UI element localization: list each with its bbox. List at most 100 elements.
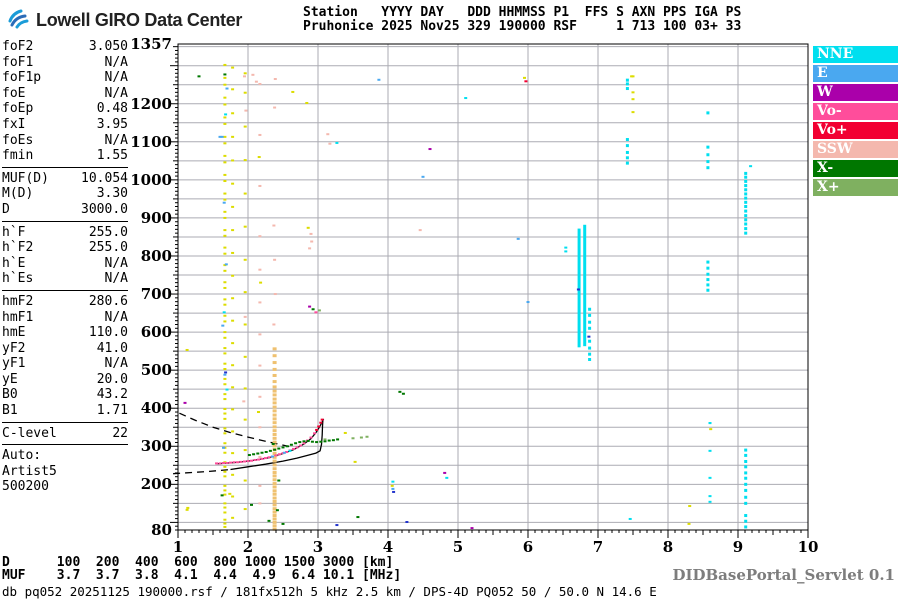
measurement-info-line: db pq052 20251125 190000.rsf / 181fx512h… xyxy=(2,584,657,599)
param-value: 3.95 xyxy=(96,116,128,132)
header-columns-line: Station YYYY DAY DDD HHMMSS P1 FFS S AXN… xyxy=(303,5,742,20)
giro-logo: Lowell GIRO Data Center xyxy=(8,6,242,34)
param-row: h`F 255.0 xyxy=(2,225,128,241)
param-label: fxI xyxy=(2,116,26,132)
param-label: 500200 xyxy=(2,479,49,495)
y-tick-label: 300 xyxy=(140,437,172,456)
param-label: B0 xyxy=(2,387,18,403)
y-tick-label: 1100 xyxy=(130,132,172,151)
param-value: 0.48 xyxy=(96,101,128,117)
param-label: yE xyxy=(2,371,18,387)
param-value: 110.0 xyxy=(88,325,128,341)
param-label: MUF(D) xyxy=(2,170,49,186)
param-value: 20.0 xyxy=(96,371,128,387)
param-row: foF1p N/A xyxy=(2,70,128,86)
x-tick-label: 7 xyxy=(592,538,604,556)
param-row: foF1 N/A xyxy=(2,55,128,71)
muf-table-distance-row: D 100 200 400 600 800 1000 1500 3000 [km… xyxy=(2,555,394,570)
servlet-version-label: DIDBasePortal_Servlet 0.1 xyxy=(672,566,895,584)
legend-item-nne: NNE xyxy=(813,46,898,63)
param-value: 43.2 xyxy=(96,387,128,403)
param-row: MUF(D) 10.054 xyxy=(2,171,128,187)
muf-table-muf-row: MUF 3.7 3.7 3.8 4.1 4.4 4.9 6.4 10.1 [MH… xyxy=(2,568,402,583)
param-label: h`Es xyxy=(2,271,34,287)
param-row: yE 20.0 xyxy=(2,372,128,388)
param-value: N/A xyxy=(104,70,128,86)
param-divider xyxy=(2,444,128,446)
legend-item-vo: Vo+ xyxy=(813,122,898,139)
echo-direction-legend: NNE E W Vo- Vo+ SSW X- X+ xyxy=(813,46,898,198)
param-row: h`Es N/A xyxy=(2,271,128,287)
giro-wave-icon xyxy=(8,6,32,34)
param-row: foEs N/A xyxy=(2,133,128,149)
header-values-line: Pruhonice 2025 Nov25 329 190000 RSF 1 71… xyxy=(303,19,742,34)
param-row: foF2 3.050 xyxy=(2,39,128,55)
param-row: h`F2 255.0 xyxy=(2,240,128,256)
param-row: B0 43.2 xyxy=(2,387,128,403)
param-label: fmin xyxy=(2,148,34,164)
param-row: foE N/A xyxy=(2,86,128,102)
param-row: C-level 22 xyxy=(2,426,128,442)
param-label: foF1p xyxy=(2,70,42,86)
param-label: D xyxy=(2,201,10,217)
param-value: N/A xyxy=(104,356,128,372)
x-tick-label: 10 xyxy=(797,538,819,556)
ionogram-canvas xyxy=(170,43,809,538)
param-row: yF2 41.0 xyxy=(2,341,128,357)
param-label: Auto: xyxy=(2,448,42,464)
param-divider xyxy=(2,289,128,291)
param-label: foEs xyxy=(2,132,34,148)
param-label: foE xyxy=(2,85,26,101)
param-label: h`F2 xyxy=(2,240,34,256)
param-value: N/A xyxy=(104,54,128,70)
param-row: hmF2 280.6 xyxy=(2,294,128,310)
param-row: h`E N/A xyxy=(2,256,128,272)
logo-title: Lowell GIRO Data Center xyxy=(36,9,243,30)
legend-item-w: W xyxy=(813,84,898,101)
param-row: fmin 1.55 xyxy=(2,148,128,164)
param-row: B1 1.71 xyxy=(2,403,128,419)
legend-item-x: X+ xyxy=(813,179,898,196)
param-row: M(D) 3.30 xyxy=(2,186,128,202)
param-label: yF2 xyxy=(2,340,26,356)
x-tick-label: 8 xyxy=(662,538,674,556)
legend-item-ssw: SSW xyxy=(813,141,898,158)
param-label: hmE xyxy=(2,325,26,341)
y-tick-label: 1200 xyxy=(130,94,172,113)
param-value: 10.054 xyxy=(81,170,128,186)
param-row: hmF1 N/A xyxy=(2,310,128,326)
param-value: N/A xyxy=(104,132,128,148)
x-tick-label: 1 xyxy=(172,538,184,556)
param-value: 3000.0 xyxy=(81,201,128,217)
param-row: hmE 110.0 xyxy=(2,325,128,341)
param-label: foF1 xyxy=(2,54,34,70)
scaled-parameters-panel: foF2 3.050 foF1 N/A foF1p N/A foE N/A foEp 0.48 fx… xyxy=(2,39,128,495)
x-tick-label: 6 xyxy=(522,538,534,556)
param-label: h`F xyxy=(2,224,26,240)
param-divider xyxy=(2,166,128,168)
y-tick-label: 1357 xyxy=(130,35,172,53)
param-row: fxI 3.95 xyxy=(2,117,128,133)
y-tick-label: 700 xyxy=(140,285,172,304)
y-tick-label: 1000 xyxy=(130,170,172,189)
param-value: 1.55 xyxy=(96,148,128,164)
param-value: N/A xyxy=(104,85,128,101)
x-tick-label: 5 xyxy=(452,538,464,556)
y-tick-label: 400 xyxy=(140,399,172,418)
param-value: N/A xyxy=(104,271,128,287)
param-label: C-level xyxy=(2,425,57,441)
x-tick-label: 3 xyxy=(312,538,324,556)
legend-item-vo: Vo- xyxy=(813,103,898,120)
param-value: N/A xyxy=(104,255,128,271)
param-value: 255.0 xyxy=(88,224,128,240)
y-tick-label: 80 xyxy=(151,521,172,539)
param-row: D 3000.0 xyxy=(2,202,128,218)
param-value: 3.050 xyxy=(88,39,128,54)
param-label: M(D) xyxy=(2,186,34,202)
param-value: 280.6 xyxy=(88,293,128,309)
param-value: N/A xyxy=(104,309,128,325)
param-value: 22 xyxy=(112,425,128,441)
param-row: 500200 xyxy=(2,479,128,495)
legend-item-x: X- xyxy=(813,160,898,177)
